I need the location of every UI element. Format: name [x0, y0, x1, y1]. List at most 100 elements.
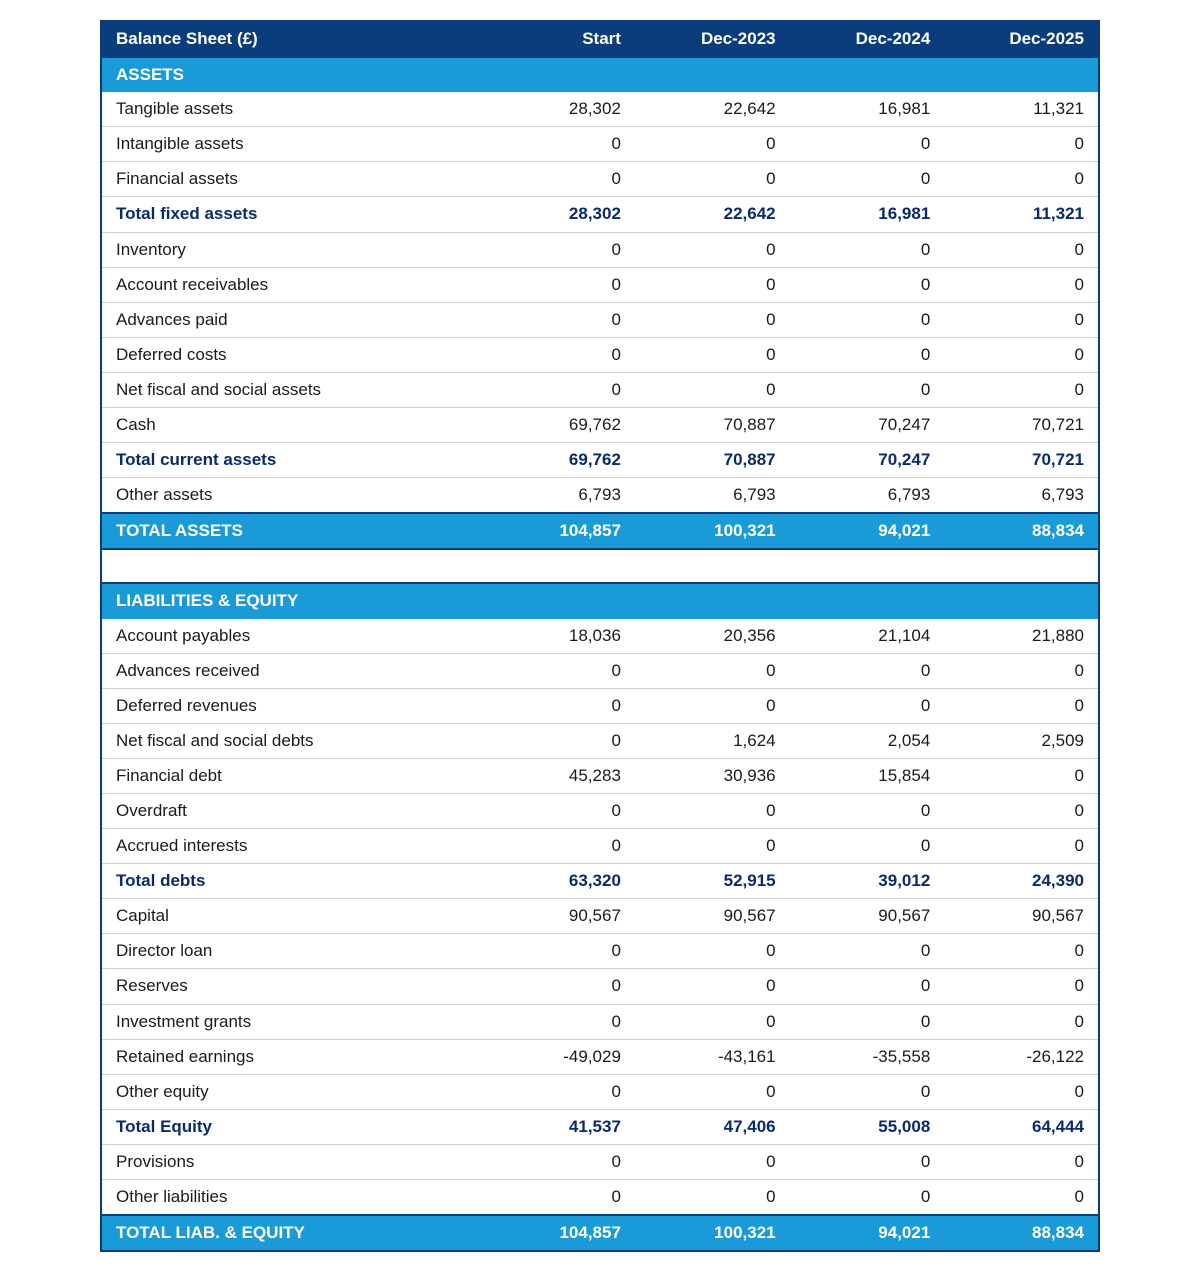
table-row: Other assets6,7936,7936,7936,793 [101, 478, 1099, 514]
table-row: Net fiscal and social debts01,6242,0542,… [101, 723, 1099, 758]
row-value: 69,762 [480, 408, 635, 443]
row-value: 90,567 [944, 899, 1099, 934]
row-label: Total debts [101, 864, 480, 899]
table-body: ASSETSTangible assets28,30222,64216,9811… [101, 57, 1099, 1251]
row-label: Investment grants [101, 1004, 480, 1039]
row-value: 47,406 [635, 1109, 790, 1144]
total-value: 100,321 [635, 513, 790, 549]
table-row: Tangible assets28,30222,64216,98111,321 [101, 92, 1099, 127]
row-value: 0 [790, 267, 945, 302]
row-label: Account payables [101, 619, 480, 654]
table-row: Reserves0000 [101, 969, 1099, 1004]
row-value: 0 [944, 127, 1099, 162]
row-value: 0 [635, 1004, 790, 1039]
row-value: 28,302 [480, 197, 635, 232]
section-title: LIABILITIES & EQUITY [101, 583, 1099, 618]
col-header: Start [480, 21, 635, 57]
row-label: Net fiscal and social assets [101, 372, 480, 407]
row-label: Tangible assets [101, 92, 480, 127]
row-value: 0 [790, 1004, 945, 1039]
table-row: Other equity0000 [101, 1074, 1099, 1109]
row-value: -26,122 [944, 1039, 1099, 1074]
row-value: 24,390 [944, 864, 1099, 899]
table-row: Account receivables0000 [101, 267, 1099, 302]
row-value: 0 [944, 372, 1099, 407]
row-value: 0 [635, 267, 790, 302]
table-row: Overdraft0000 [101, 793, 1099, 828]
row-value: 0 [635, 969, 790, 1004]
total-value: 104,857 [480, 1215, 635, 1251]
col-header: Dec-2023 [635, 21, 790, 57]
row-value: 0 [635, 688, 790, 723]
row-label: Other assets [101, 478, 480, 514]
row-value: 0 [635, 127, 790, 162]
row-value: 0 [944, 688, 1099, 723]
row-value: 11,321 [944, 92, 1099, 127]
row-value: 70,887 [635, 408, 790, 443]
row-value: 0 [944, 793, 1099, 828]
row-label: Account receivables [101, 267, 480, 302]
row-label: Intangible assets [101, 127, 480, 162]
row-value: 0 [790, 232, 945, 267]
row-value: 0 [790, 969, 945, 1004]
row-value: 0 [944, 653, 1099, 688]
row-value: 0 [944, 758, 1099, 793]
row-value: 0 [790, 1180, 945, 1216]
row-value: 1,624 [635, 723, 790, 758]
row-value: 69,762 [480, 443, 635, 478]
row-value: 28,302 [480, 92, 635, 127]
table-row: Advances paid0000 [101, 302, 1099, 337]
total-value: 104,857 [480, 513, 635, 549]
row-label: Total current assets [101, 443, 480, 478]
row-value: 0 [944, 829, 1099, 864]
row-value: 0 [480, 1074, 635, 1109]
table-row: Intangible assets0000 [101, 127, 1099, 162]
row-value: 21,880 [944, 619, 1099, 654]
total-row: TOTAL ASSETS104,857100,32194,02188,834 [101, 513, 1099, 549]
total-value: 94,021 [790, 513, 945, 549]
row-value: 30,936 [635, 758, 790, 793]
row-value: 0 [944, 1180, 1099, 1216]
row-value: 0 [635, 1144, 790, 1179]
row-value: 0 [480, 688, 635, 723]
row-value: 52,915 [635, 864, 790, 899]
row-value: 41,537 [480, 1109, 635, 1144]
total-value: 88,834 [944, 1215, 1099, 1251]
row-value: 70,247 [790, 443, 945, 478]
row-value: 6,793 [480, 478, 635, 514]
row-value: 0 [635, 793, 790, 828]
row-value: 0 [480, 162, 635, 197]
row-value: 0 [790, 372, 945, 407]
row-value: 2,509 [944, 723, 1099, 758]
row-value: 22,642 [635, 197, 790, 232]
total-label: TOTAL LIAB. & EQUITY [101, 1215, 480, 1251]
row-value: 0 [635, 1074, 790, 1109]
table-row: Provisions0000 [101, 1144, 1099, 1179]
row-value: 55,008 [790, 1109, 945, 1144]
row-value: 90,567 [790, 899, 945, 934]
row-value: 0 [635, 162, 790, 197]
table-row: Total debts63,32052,91539,01224,390 [101, 864, 1099, 899]
row-value: 0 [480, 969, 635, 1004]
row-value: 0 [944, 302, 1099, 337]
row-value: 18,036 [480, 619, 635, 654]
row-value: 0 [480, 267, 635, 302]
row-value: 70,247 [790, 408, 945, 443]
row-value: -43,161 [635, 1039, 790, 1074]
row-value: 0 [944, 337, 1099, 372]
total-row: TOTAL LIAB. & EQUITY104,857100,32194,021… [101, 1215, 1099, 1251]
section-gap [101, 549, 1099, 583]
row-value: 0 [944, 969, 1099, 1004]
row-label: Other equity [101, 1074, 480, 1109]
table-row: Advances received0000 [101, 653, 1099, 688]
row-value: 0 [790, 1074, 945, 1109]
row-label: Total Equity [101, 1109, 480, 1144]
row-value: 0 [790, 302, 945, 337]
row-value: 0 [944, 162, 1099, 197]
row-value: 0 [790, 337, 945, 372]
row-value: 0 [480, 337, 635, 372]
table-row: Cash69,76270,88770,24770,721 [101, 408, 1099, 443]
row-label: Net fiscal and social debts [101, 723, 480, 758]
row-value: 0 [635, 1180, 790, 1216]
row-value: 0 [480, 934, 635, 969]
